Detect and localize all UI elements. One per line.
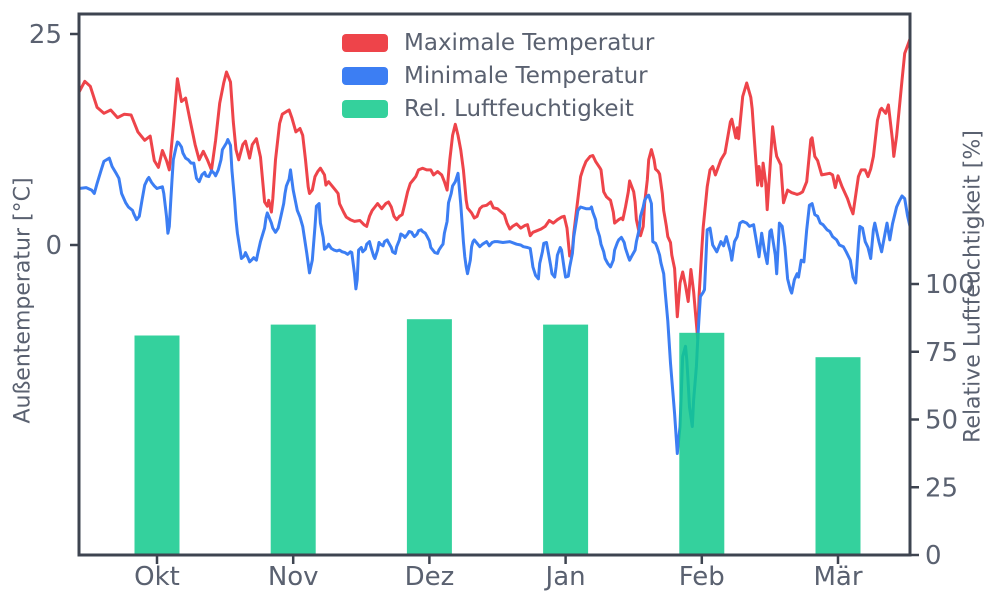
left-tick-label: 25 xyxy=(29,20,62,50)
month-tick-label: Feb xyxy=(679,562,725,592)
humidity-bar-Jan xyxy=(543,324,589,554)
month-tick-label: Jan xyxy=(544,562,586,592)
month-tick-label: Mär xyxy=(813,562,862,592)
month-tick-label: Okt xyxy=(134,562,180,592)
legend-label-min-temp: Minimale Temperatur xyxy=(404,62,648,89)
month-tick-label: Nov xyxy=(268,562,319,592)
right-tick-label: 50 xyxy=(925,406,958,436)
legend-item-max-temp: Maximale Temperatur xyxy=(342,26,654,59)
humidity-bar-Nov xyxy=(270,324,316,554)
max-temp-line xyxy=(80,37,909,341)
legend-swatch-max-temp-icon xyxy=(342,33,388,52)
legend-item-humidity: Rel. Luftfeuchtigkeit xyxy=(342,92,654,125)
humidity-bar-Okt xyxy=(134,335,180,554)
right-tick-label: 25 xyxy=(925,473,958,503)
humidity-bar-Feb xyxy=(679,332,725,554)
legend-item-min-temp: Minimale Temperatur xyxy=(342,59,654,92)
legend-swatch-humidity-icon xyxy=(342,99,388,118)
right-tick-label: 0 xyxy=(925,541,942,571)
humidity-bar-Mär xyxy=(815,357,861,554)
left-tick-label: 0 xyxy=(45,231,62,261)
right-tick-label: 100 xyxy=(925,270,975,300)
axis-ticks xyxy=(70,32,919,564)
min-temp-line xyxy=(80,138,909,455)
right-axis-title: Relative Luftfeuchtigkeit [%] xyxy=(960,130,986,443)
right-tick-label: 75 xyxy=(925,338,958,368)
left-axis-title: Außentemperatur [°C] xyxy=(10,177,36,424)
axis-tick-labels: 25 0 100 75 50 25 0 Okt Nov Dez Jan Feb Mär xyxy=(29,20,975,592)
legend: Maximale Temperatur Minimale Temperatur … xyxy=(342,26,654,125)
plot-frame xyxy=(77,12,912,557)
legend-label-max-temp: Maximale Temperatur xyxy=(404,29,655,56)
plot-area xyxy=(80,37,909,554)
month-tick-label: Dez xyxy=(405,562,455,592)
legend-swatch-min-temp-icon xyxy=(342,66,388,85)
legend-label-humidity: Rel. Luftfeuchtigkeit xyxy=(404,95,634,122)
humidity-bar-Dez xyxy=(406,319,452,554)
